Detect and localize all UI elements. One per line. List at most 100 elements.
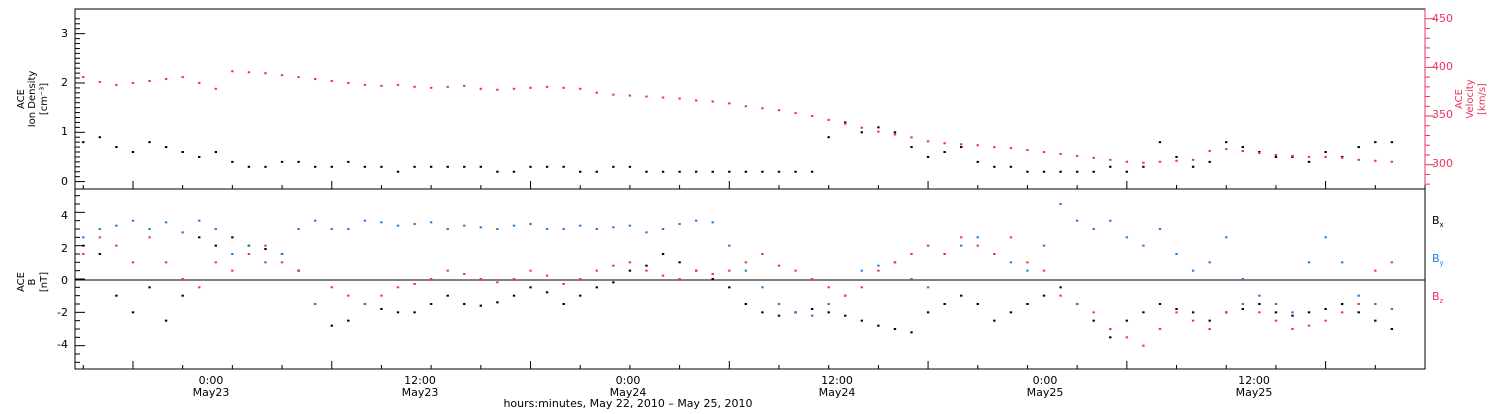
- bottom-data-point: [1026, 269, 1029, 272]
- legend-bz-sub: z: [1440, 297, 1444, 305]
- bottom-data-point: [1324, 308, 1327, 310]
- bottom-data-point: [777, 314, 781, 317]
- top-data-point: [1109, 165, 1112, 168]
- top-data-point: [827, 118, 830, 121]
- top-data-point: [363, 165, 367, 168]
- bottom-data-point: [1307, 261, 1311, 264]
- top-data-point: [1225, 141, 1228, 144]
- top-data-point: [993, 146, 996, 149]
- bottom-ytick-label: -2: [57, 306, 68, 319]
- xtick-date: May23: [193, 386, 230, 399]
- bottom-data-point: [429, 278, 433, 280]
- bottom-data-point: [330, 324, 333, 327]
- bottom-data-point: [264, 244, 267, 247]
- xtick-time: 0:00: [199, 374, 224, 387]
- bottom-data-point: [1258, 311, 1261, 314]
- bottom-data-point: [1258, 294, 1261, 297]
- top-data-point: [1357, 158, 1360, 161]
- bottom-data-point: [1225, 311, 1228, 314]
- bottom-data-point: [777, 303, 781, 305]
- bottom-data-point: [363, 219, 367, 222]
- top-data-point: [1208, 150, 1211, 153]
- top-data-point: [711, 170, 714, 173]
- bottom-data-point: [1175, 253, 1178, 255]
- bottom-data-point: [1175, 311, 1178, 314]
- bottom-data-point: [545, 291, 549, 294]
- top-data-point: [628, 94, 632, 97]
- top-data-point: [330, 165, 333, 168]
- bottom-data-point: [131, 219, 135, 222]
- bottom-data-point: [1274, 319, 1278, 322]
- bottom-data-point: [595, 269, 598, 272]
- top-data-point: [347, 81, 350, 84]
- bottom-data-point: [744, 261, 748, 264]
- top-data-point: [711, 100, 714, 103]
- bottom-data-point: [496, 228, 499, 230]
- bottom-data-point: [1059, 294, 1062, 297]
- top-data-point: [446, 165, 449, 168]
- top-data-point: [1274, 155, 1278, 158]
- bottom-data-point: [164, 221, 168, 224]
- bottom-data-point: [512, 224, 516, 227]
- bottom-data-point: [247, 253, 251, 255]
- bottom-data-point: [479, 304, 483, 307]
- bottom-data-point: [628, 261, 632, 264]
- bottom-data-point: [1158, 228, 1162, 230]
- bottom-data-point: [1374, 269, 1377, 272]
- bottom-data-point: [313, 219, 317, 222]
- top-data-point: [910, 136, 913, 139]
- bottom-data-point: [595, 286, 598, 289]
- top-right-ylabel-line1: ACE: [1454, 89, 1465, 109]
- bottom-data-point: [926, 286, 930, 289]
- xtick-time: 12:00: [1238, 374, 1270, 387]
- bottom-data-point: [413, 311, 416, 314]
- top-data-point: [893, 133, 897, 136]
- bottom-data-point: [744, 269, 748, 272]
- bottom-data-point: [860, 269, 864, 272]
- top-data-point: [463, 165, 466, 168]
- top-data-point: [131, 151, 135, 154]
- bottom-data-point: [562, 228, 565, 230]
- bottom-data-point: [98, 236, 102, 239]
- bottom-data-point: [810, 278, 814, 280]
- bottom-data-point: [1158, 303, 1162, 305]
- top-data-point: [413, 165, 416, 168]
- bottom-data-point: [529, 223, 532, 225]
- bottom-data-point: [810, 314, 814, 317]
- bottom-data-point: [926, 244, 930, 247]
- bottom-data-point: [678, 223, 681, 225]
- bottom-data-point: [810, 308, 814, 310]
- top-right-ytick-label: 300: [1432, 157, 1453, 170]
- bottom-data-point: [214, 244, 217, 247]
- top-data-point: [1125, 160, 1129, 163]
- bottom-data-point: [1324, 236, 1327, 239]
- bottom-data-point: [1075, 219, 1079, 222]
- bottom-ylabel-line2: B: [27, 278, 38, 285]
- top-data-point: [612, 93, 615, 96]
- bottom-ylabel-units: [nT]: [39, 272, 50, 292]
- bottom-data-point: [645, 264, 648, 267]
- top-data-point: [1374, 159, 1377, 162]
- bottom-data-point: [330, 286, 333, 289]
- top-data-point: [661, 170, 665, 173]
- top-data-point: [910, 146, 913, 149]
- bottom-data-point: [347, 294, 350, 297]
- legend-bx: Bx: [1432, 214, 1444, 229]
- top-data-point: [529, 86, 532, 89]
- bottom-data-point: [959, 236, 963, 239]
- xtick-time: 12:00: [821, 374, 853, 387]
- bottom-data-point: [661, 228, 665, 230]
- bottom-data-point: [976, 236, 979, 239]
- bottom-data-point: [264, 261, 267, 264]
- bottom-data-point: [1191, 269, 1195, 272]
- bottom-data-point: [1291, 328, 1294, 330]
- top-data-point: [810, 115, 814, 118]
- top-data-point: [1075, 170, 1079, 173]
- bottom-data-point: [1241, 303, 1244, 305]
- bottom-data-point: [612, 281, 615, 284]
- bottom-data-point: [347, 319, 350, 322]
- top-left-minor-ticks: [75, 18, 85, 183]
- top-data-point: [761, 107, 764, 110]
